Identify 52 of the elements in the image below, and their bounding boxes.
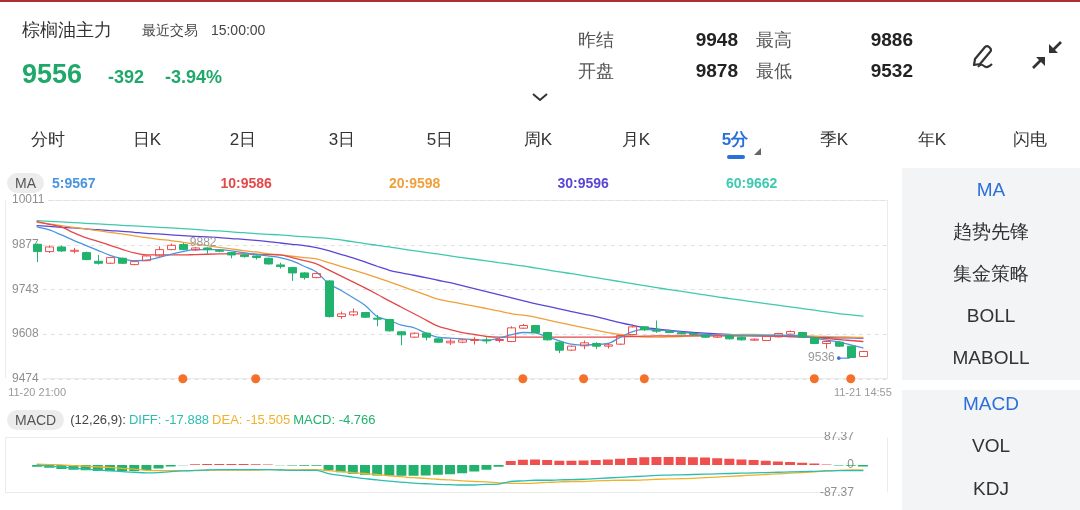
text: 闪电 [1013, 130, 1047, 150]
text: 2日 [229, 130, 257, 150]
chart-subtitle: 最近交易 15:00:00 [142, 21, 266, 39]
text: 分时 [31, 130, 65, 150]
text: 开盘 [578, 60, 614, 82]
text: 季K [819, 130, 849, 150]
annotation: 9536 [808, 350, 836, 365]
legend-title: MACD [7, 409, 65, 431]
text: 昨结 [578, 29, 614, 51]
chart-title: 棕榈油主力 [22, 19, 112, 41]
text: 10:9586 [220, 174, 272, 192]
text: DEA: -15.505 [212, 411, 291, 428]
text: 趋势先锋 [953, 221, 1029, 243]
text: 3日 [328, 130, 356, 150]
text: 9948 [695, 29, 738, 51]
text: VOL [971, 435, 1011, 457]
text: 5日 [426, 130, 454, 150]
text: -3.94% [165, 66, 223, 88]
y-tick-label: -87.37 [819, 485, 855, 500]
text: (12,26,9): [70, 411, 126, 428]
text: BOLL [966, 305, 1016, 327]
x-tick-label: 11-21 14:55 [833, 386, 892, 399]
text: 月K [621, 130, 651, 150]
y-tick-label: 9474 [12, 371, 40, 386]
text: -392 [108, 66, 145, 88]
text: 9886 [870, 29, 913, 51]
y-tick-label: 9608 [12, 326, 40, 341]
text: MACD: -4.766 [293, 411, 376, 428]
y-tick-label: 87.37 [823, 429, 855, 444]
text: 日K [132, 130, 162, 150]
text: MA [976, 179, 1006, 201]
text: 5分 [721, 130, 749, 150]
text: 9878 [695, 60, 738, 82]
legend-title: MA [7, 172, 44, 194]
text: 最低 [756, 60, 792, 82]
y-tick-label: 9743 [12, 281, 40, 296]
text: 60:9662 [726, 174, 778, 192]
text: 9532 [870, 60, 913, 82]
text: 年K [917, 130, 947, 150]
x-tick-label: 11-20 21:00 [8, 386, 67, 399]
text: 最高 [756, 29, 792, 51]
text: KDJ [973, 478, 1009, 500]
y-tick-label: 10011 [12, 192, 45, 207]
text: 集金策略 [953, 263, 1029, 285]
text: 周K [523, 130, 553, 150]
text: 30:9596 [557, 174, 609, 192]
text: MABOLL [952, 347, 1030, 369]
text: 9556 [22, 59, 83, 91]
text: MACD [963, 393, 1019, 415]
text: DIFF: -17.888 [128, 411, 210, 428]
text: 5:9567 [52, 174, 96, 192]
text: 20:9598 [389, 174, 441, 192]
